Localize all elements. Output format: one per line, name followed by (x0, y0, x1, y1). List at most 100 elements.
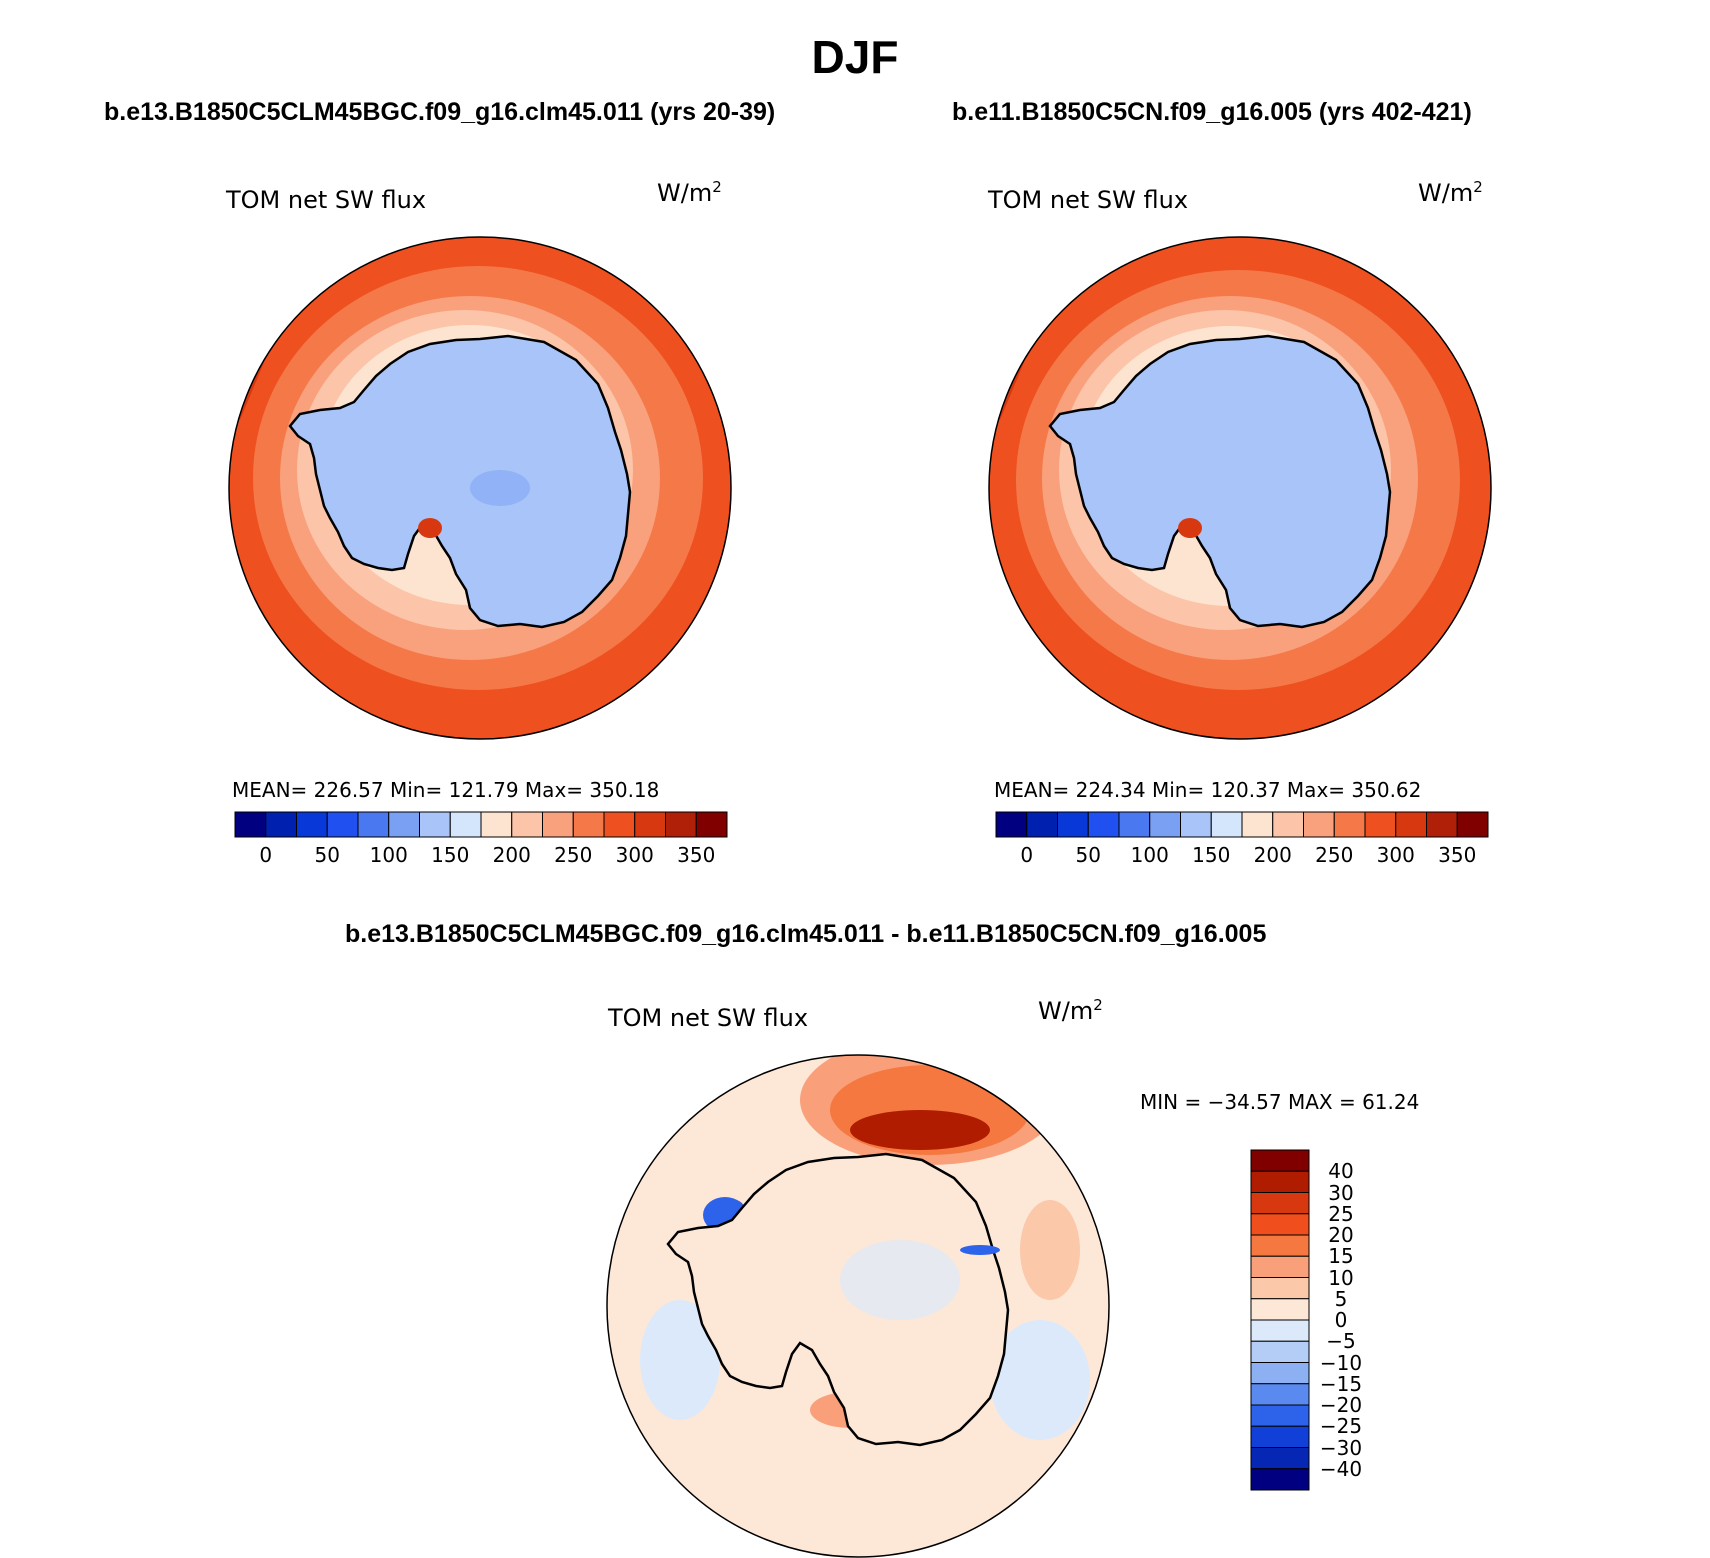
panel2-plot-title: TOM net SW flux (988, 186, 1189, 214)
colorbar-box (1250, 1192, 1310, 1215)
colorbar-box (511, 811, 543, 838)
diff-map (607, 1055, 1109, 1557)
colorbar-tick-label: 30 (1328, 1180, 1354, 1205)
colorbar-box (419, 811, 451, 838)
colorbar-tick-label: −15 (1319, 1371, 1363, 1396)
colorbar-box (388, 811, 420, 838)
colorbar-tick-label: −5 (1326, 1329, 1356, 1354)
colorbar-box (234, 811, 267, 838)
colorbar-tick-label: 100 (369, 843, 408, 867)
colorbar-box (1118, 811, 1151, 838)
colorbar-box (1250, 1383, 1310, 1406)
colorbar-box (1241, 811, 1274, 838)
colorbar-box (1057, 811, 1089, 838)
colorbar-tick-label: −20 (1319, 1393, 1363, 1417)
diff-stats: MIN = −34.57 MAX = 61.24 (1140, 1090, 1420, 1114)
colorbar-tick-label: 25 (1328, 1201, 1354, 1226)
colorbar-box (603, 811, 636, 838)
colorbar-tick-label: 10 (1328, 1265, 1354, 1290)
colorbar-box (1364, 811, 1397, 838)
colorbar-box (572, 811, 605, 838)
colorbar-tick-label: 200 (1253, 843, 1292, 867)
colorbar-tick-label: 20 (1328, 1223, 1354, 1247)
panel2-units: W/m2 (1418, 178, 1483, 207)
panel1-map (229, 237, 731, 739)
panel1-plot-title: TOM net SW flux (226, 186, 427, 214)
colorbar-box (1180, 811, 1212, 838)
colorbar-tick-label: 0 (259, 843, 273, 867)
colorbar-tick-label: −25 (1319, 1414, 1363, 1439)
colorbar-box (480, 811, 513, 838)
colorbar-box (1210, 811, 1243, 838)
colorbar-box (357, 811, 390, 838)
diff-units: W/m2 (1038, 996, 1103, 1025)
colorbar-tick-label: 100 (1130, 843, 1169, 867)
colorbar-box (1303, 811, 1335, 838)
colorbar-box (449, 811, 482, 838)
colorbar-tick-label: 0 (1334, 1308, 1348, 1332)
colorbar-box (1272, 811, 1304, 838)
colorbar-box (1250, 1404, 1310, 1427)
colorbar-box (1087, 811, 1120, 838)
colorbar-tick-label: 150 (431, 843, 470, 867)
colorbar-box (1250, 1170, 1310, 1193)
colorbar-box (995, 811, 1028, 838)
colorbar-box (1250, 1149, 1310, 1172)
colorbar-box (1250, 1362, 1310, 1385)
colorbar-box (1250, 1340, 1310, 1363)
colorbar-tick-label: 300 (615, 843, 654, 867)
colorbar-tick-label: 250 (1315, 843, 1354, 867)
colorbar-box (695, 811, 728, 838)
colorbar-box (1250, 1319, 1310, 1342)
diff-map-border (606, 1054, 1110, 1558)
panel1-map-border (228, 236, 732, 740)
colorbar-tick-label: −10 (1319, 1350, 1363, 1375)
colorbar-tick-label: 250 (554, 843, 593, 867)
panel1-stats: MEAN= 226.57 Min= 121.79 Max= 350.18 (232, 778, 660, 802)
colorbar-tick-label: 0 (1020, 843, 1034, 867)
panel2-case-title: b.e11.B1850C5CN.f09_g16.005 (yrs 402-421… (952, 98, 1472, 126)
colorbar-box (1250, 1425, 1310, 1448)
colorbar-tick-label: 40 (1328, 1159, 1354, 1184)
colorbar-tick-label: 350 (677, 843, 716, 867)
colorbar-tick-label: 200 (492, 843, 531, 867)
colorbar-tick-label: 5 (1334, 1286, 1348, 1311)
colorbar-tick-label: −40 (1319, 1456, 1363, 1481)
panel2-map (989, 237, 1491, 739)
colorbar-box (296, 811, 328, 838)
colorbar-box (1250, 1277, 1310, 1300)
diff-case-title: b.e13.B1850C5CLM45BGC.f09_g16.clm45.011 … (345, 920, 1267, 948)
figure-title: DJF (811, 31, 899, 83)
diff-plot-title: TOM net SW flux (608, 1004, 809, 1032)
panel1-colorbar (234, 811, 728, 838)
colorbar-box (326, 811, 359, 838)
colorbar-box (265, 811, 297, 838)
colorbar-box (1250, 1213, 1310, 1236)
panel1-units: W/m2 (657, 178, 722, 207)
colorbar-box (1426, 811, 1458, 838)
colorbar-box (1333, 811, 1366, 838)
colorbar-box (1250, 1255, 1310, 1278)
colorbar-box (634, 811, 666, 838)
colorbar-box (1395, 811, 1427, 838)
colorbar-box (542, 811, 574, 838)
colorbar-box (1250, 1468, 1310, 1491)
colorbar-tick-label: 50 (314, 843, 340, 867)
colorbar-tick-label: 350 (1438, 843, 1477, 867)
panel2-map-border (988, 236, 1492, 740)
colorbar-tick-label: 300 (1376, 843, 1415, 867)
colorbar-box (1250, 1298, 1310, 1321)
colorbar-tick-label: −30 (1319, 1435, 1363, 1460)
colorbar-tick-label: 150 (1192, 843, 1231, 867)
colorbar-box (665, 811, 697, 838)
diff-colorbar (1250, 1149, 1310, 1491)
colorbar-box (1149, 811, 1181, 838)
colorbar-tick-label: 50 (1075, 843, 1101, 867)
colorbar-box (1026, 811, 1058, 838)
colorbar-box (1250, 1447, 1310, 1470)
panel2-colorbar (995, 811, 1489, 838)
colorbar-box (1456, 811, 1489, 838)
colorbar-tick-label: 15 (1328, 1244, 1354, 1269)
panel1-case-title: b.e13.B1850C5CLM45BGC.f09_g16.clm45.011 … (104, 98, 776, 126)
